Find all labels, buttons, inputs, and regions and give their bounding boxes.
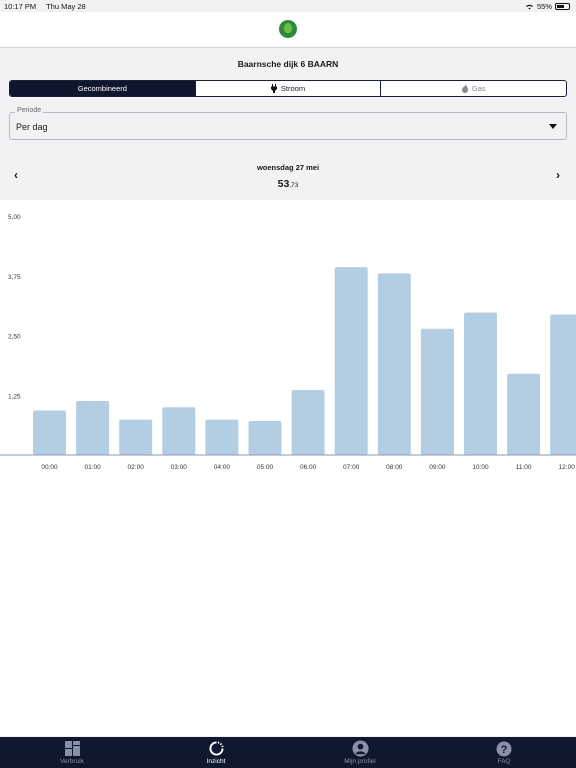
status-left: 10:17 PM Thu May 28 (4, 2, 94, 11)
tab-verbruik[interactable]: Verbruik (0, 737, 144, 768)
svg-text:?: ? (501, 744, 508, 756)
x-tick-label: 09:00 (429, 464, 446, 471)
segment-label: Gas (471, 84, 486, 93)
bar (33, 410, 66, 455)
bar (550, 314, 576, 455)
bar (291, 389, 325, 455)
bar (464, 312, 497, 455)
wifi-icon (525, 4, 533, 10)
bar (162, 407, 196, 455)
battery-percent: 55% (536, 2, 552, 11)
y-tick-label: 1,25 (8, 393, 21, 400)
x-tick-label: 04:00 (214, 464, 231, 471)
bar-chart-svg: 5,00 3,75 2,50 1,25 00:00 01:00 02:00 03:00 04:0… (0, 214, 576, 471)
status-bar: 10:17 PM Thu May 28 55% (0, 0, 576, 12)
app-header (0, 12, 576, 48)
energy-type-selector: Gecombineerd Stroom Gas (9, 80, 567, 97)
bar (420, 328, 454, 455)
bar (377, 273, 411, 455)
tab-label: Inzicht (206, 758, 226, 765)
x-tick-label: 00:00 (41, 464, 58, 471)
x-tick-label: 02:00 (128, 464, 145, 471)
status-right: 55% (525, 2, 570, 11)
x-tick-label: 01:00 (84, 464, 101, 471)
grid-icon (64, 740, 81, 757)
segment-gas[interactable]: Gas (381, 81, 566, 96)
bar (248, 421, 282, 455)
refresh-icon (208, 740, 225, 757)
tab-bar: Verbruik Inzicht Mijn profiel ? FAQ (0, 737, 576, 768)
total-decimal: ,73 (289, 182, 299, 189)
bar (205, 419, 239, 455)
y-tick-label: 3,75 (8, 274, 21, 281)
periode-value: Per dag (16, 122, 48, 132)
tab-faq[interactable]: ? FAQ (432, 737, 576, 768)
date-label: woensdag 27 mei (256, 163, 320, 172)
tab-label: FAQ (497, 758, 511, 765)
next-day-button[interactable]: › (556, 168, 560, 182)
periode-label: Periode (15, 107, 44, 114)
person-icon (351, 740, 369, 757)
x-tick-label: 07:00 (343, 464, 360, 471)
x-tick-label: 06:00 (300, 464, 317, 471)
x-tick-label: 12:00 (559, 464, 576, 471)
tab-mijn-profiel[interactable]: Mijn profiel (288, 737, 432, 768)
tab-label: Mijn profiel (344, 758, 376, 765)
segment-gecombineerd[interactable]: Gecombineerd (10, 81, 196, 96)
bar (76, 400, 110, 455)
y-tick-label: 5,00 (8, 214, 21, 221)
total-value: 53,73 (0, 178, 576, 190)
total-integer: 53 (277, 178, 290, 190)
usage-chart: 5,00 3,75 2,50 1,25 00:00 01:00 02:00 03:00 04:0… (0, 200, 576, 736)
segment-label: Stroom (280, 84, 306, 93)
tab-label: Verbruik (60, 758, 84, 765)
question-icon: ? (496, 740, 513, 757)
y-tick-label: 2,50 (8, 334, 21, 341)
flame-icon (461, 84, 468, 93)
segment-label: Gecombineerd (77, 84, 127, 93)
periode-select[interactable]: Periode Per dag (9, 107, 567, 140)
x-tick-label: 03:00 (171, 464, 188, 471)
selector-panel: Baarnsche dijk 6 BAARN Gecombineerd Stro… (0, 49, 576, 199)
status-time: 10:17 PM (4, 2, 37, 11)
bar (119, 419, 153, 455)
x-tick-label: 11:00 (516, 464, 532, 471)
x-tick-label: 08:00 (386, 464, 403, 471)
x-tick-label: 10:00 (472, 464, 489, 471)
tab-inzicht[interactable]: Inzicht (144, 737, 288, 768)
address-title: Baarnsche dijk 6 BAARN (237, 59, 339, 69)
plug-icon (270, 84, 277, 93)
battery-icon (555, 3, 570, 10)
logo-icon (279, 20, 297, 38)
x-tick-label: 05:00 (257, 464, 274, 471)
bar (507, 373, 541, 455)
segment-stroom[interactable]: Stroom (196, 81, 382, 96)
previous-day-button[interactable]: ‹ (14, 168, 18, 182)
chevron-down-icon (549, 124, 557, 129)
status-date: Thu May 28 (46, 2, 86, 11)
bar (334, 267, 368, 455)
